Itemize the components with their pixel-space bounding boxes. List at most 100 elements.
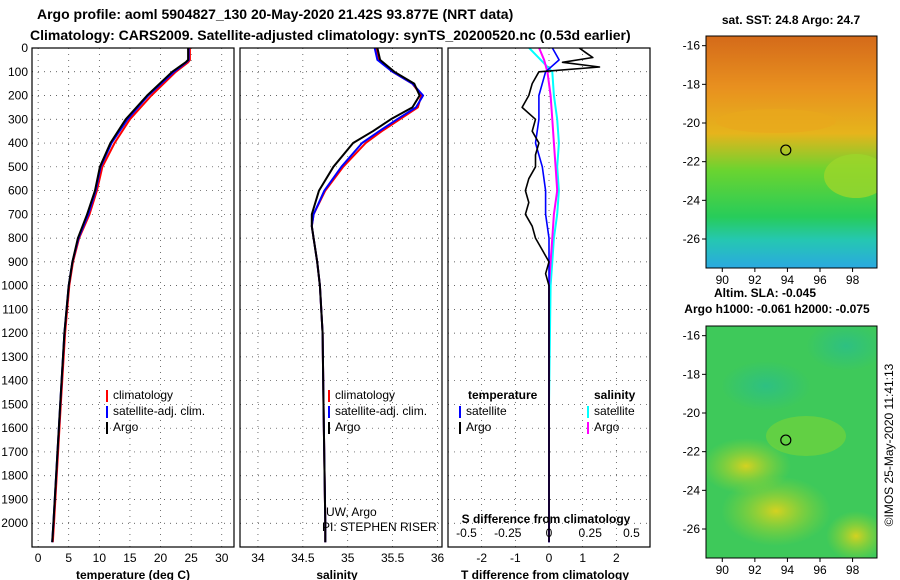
sla-map-patch [766, 416, 846, 456]
sst-map-patch [824, 154, 877, 198]
t-difference-axis-tick-label: -2 [476, 551, 487, 565]
s-difference-axis-title: S difference from climatology [462, 512, 631, 526]
sla-map-patch [806, 326, 877, 371]
s-argo-difference-line [538, 48, 559, 543]
s-difference-tick-label: 0 [546, 526, 553, 540]
depth-tick-label: 1300 [1, 350, 28, 364]
depth-tick-label: 1100 [2, 302, 28, 316]
sla-map-title: Argo h1000: -0.061 h2000: -0.075 [684, 302, 870, 316]
salinity-axis-tick-label: 34 [251, 551, 265, 565]
sla-map-y-tick-label: -26 [683, 522, 701, 536]
t-difference-axis-tick-label: -1 [510, 551, 521, 565]
sla-map-frame [705, 325, 878, 559]
s-satellite-difference-line [528, 48, 560, 543]
sla-map-patch [721, 476, 831, 546]
t-difference-axis-title: T difference from climatology [461, 568, 629, 580]
salinity-line-climatology [310, 48, 423, 543]
sla-map-x-tick-label: 96 [813, 563, 827, 577]
temperature-line-climatology [51, 48, 191, 543]
depth-tick-label: 1500 [1, 397, 28, 411]
sst-map-x-tick-label: 96 [813, 273, 827, 287]
t-argo-difference-line [521, 48, 601, 543]
depth-tick-label: 300 [8, 112, 28, 126]
temperature-line-satellite-adj-clim- [51, 48, 190, 543]
sla-map-x-tick-label: 94 [781, 563, 795, 577]
difference-legend-s-satellite-label: satellite [594, 404, 635, 418]
sla-map-y-tick-label: -18 [683, 367, 701, 381]
depth-tick-label: 1700 [1, 445, 28, 459]
sla-map-y-tick-label: -16 [683, 329, 701, 343]
difference-legend-t-argo-label: Argo [466, 420, 492, 434]
title-line-2: Climatology: CARS2009. Satellite-adjuste… [30, 27, 631, 43]
sst-map-x-tick-label: 94 [781, 273, 795, 287]
depth-tick-label: 1900 [1, 492, 28, 506]
sst-map-y-tick-label: -20 [683, 116, 701, 130]
temperature-axis-tick-label: 10 [93, 551, 107, 565]
temperature-legend-1-label: satellite-adj. clim. [113, 404, 205, 418]
sla-map-x-tick-label: 98 [846, 563, 860, 577]
depth-tick-label: 900 [8, 255, 28, 269]
sla-map-y-tick-label: -22 [683, 445, 701, 459]
temperature-axis-tick-label: 25 [184, 551, 198, 565]
temperature-axis-tick-label: 0 [35, 551, 42, 565]
salinity-axis-tick-label: 36 [431, 551, 445, 565]
temperature-legend-2-label: Argo [113, 420, 139, 434]
t-difference-axis-tick-label: 2 [613, 551, 620, 565]
salinity-axis-tick-label: 34.5 [291, 551, 315, 565]
sst-map-y-tick-label: -22 [683, 155, 701, 169]
profile-panel-2-frame [239, 47, 443, 548]
temperature-axis-tick-label: 15 [123, 551, 137, 565]
imos-credit: ©IMOS 25-May-2020 11:41:13 [882, 363, 896, 526]
s-difference-tick-label: 0.5 [623, 526, 640, 540]
salinity-axis-tick-label: 35.5 [381, 551, 405, 565]
depth-tick-label: 1600 [1, 421, 28, 435]
sla-map-patch [706, 438, 791, 494]
depth-tick-label: 1000 [1, 279, 28, 293]
difference-legend-s-argo-label: Argo [594, 420, 620, 434]
salinity-annotation-1: UW, Argo [326, 505, 377, 519]
s-difference-tick-label: -0.5 [456, 526, 477, 540]
s-difference-tick-label: -0.25 [494, 526, 522, 540]
depth-tick-label: 1400 [1, 374, 28, 388]
depth-tick-label: 800 [8, 231, 28, 245]
t-satellite-difference-line [534, 48, 560, 543]
t-difference-axis-tick-label: 1 [579, 551, 586, 565]
sst-map-y-tick-label: -24 [683, 193, 701, 207]
salinity-legend-2-label: Argo [335, 420, 361, 434]
depth-tick-label: 2000 [1, 516, 28, 530]
temperature-line-argo [51, 48, 190, 543]
salinity-line-argo [310, 48, 421, 543]
sla-map-patch [826, 511, 877, 558]
salinity-axis-tick-label: 35 [341, 551, 355, 565]
temperature-axis-tick-label: 5 [65, 551, 72, 565]
sla-map-argo-marker [780, 434, 792, 446]
depth-tick-label: 1200 [1, 326, 28, 340]
s-difference-tick-label: 0.25 [579, 526, 603, 540]
sst-map-argo-marker [780, 144, 792, 156]
sla-map-patch [721, 361, 811, 411]
t-difference-axis-tick-label: 0 [546, 551, 553, 565]
profile-panel-1-frame [31, 47, 235, 548]
depth-tick-label: 100 [8, 65, 28, 79]
sst-map-y-tick-label: -16 [683, 39, 701, 53]
salinity-annotation-2: PI: STEPHEN RISER [322, 520, 437, 534]
depth-tick-label: 500 [8, 160, 28, 174]
sla-map-y-tick-label: -20 [683, 406, 701, 420]
sla-map-y-tick-label: -24 [683, 483, 701, 497]
depth-tick-label: 700 [8, 207, 28, 221]
title-line-1: Argo profile: aoml 5904827_130 20-May-20… [37, 6, 514, 22]
sst-map-x-tick-label: 90 [716, 273, 730, 287]
profile-panel-3-frame [447, 47, 651, 548]
temperature-axis-tick-label: 30 [215, 551, 229, 565]
difference-legend-title-salinity: salinity [594, 388, 636, 402]
sst-map-frame [705, 35, 878, 269]
sla-map-x-tick-label: 92 [748, 563, 762, 577]
difference-legend-t-satellite-label: satellite [466, 404, 507, 418]
salinity-axis-title: salinity [316, 568, 358, 580]
sla-map-x-tick-label: 90 [716, 563, 730, 577]
sst-map-field [706, 36, 877, 268]
sla-map-field [706, 326, 877, 558]
sst-map-y-tick-label: -18 [683, 77, 701, 91]
temperature-legend-0-label: climatology [113, 388, 173, 402]
